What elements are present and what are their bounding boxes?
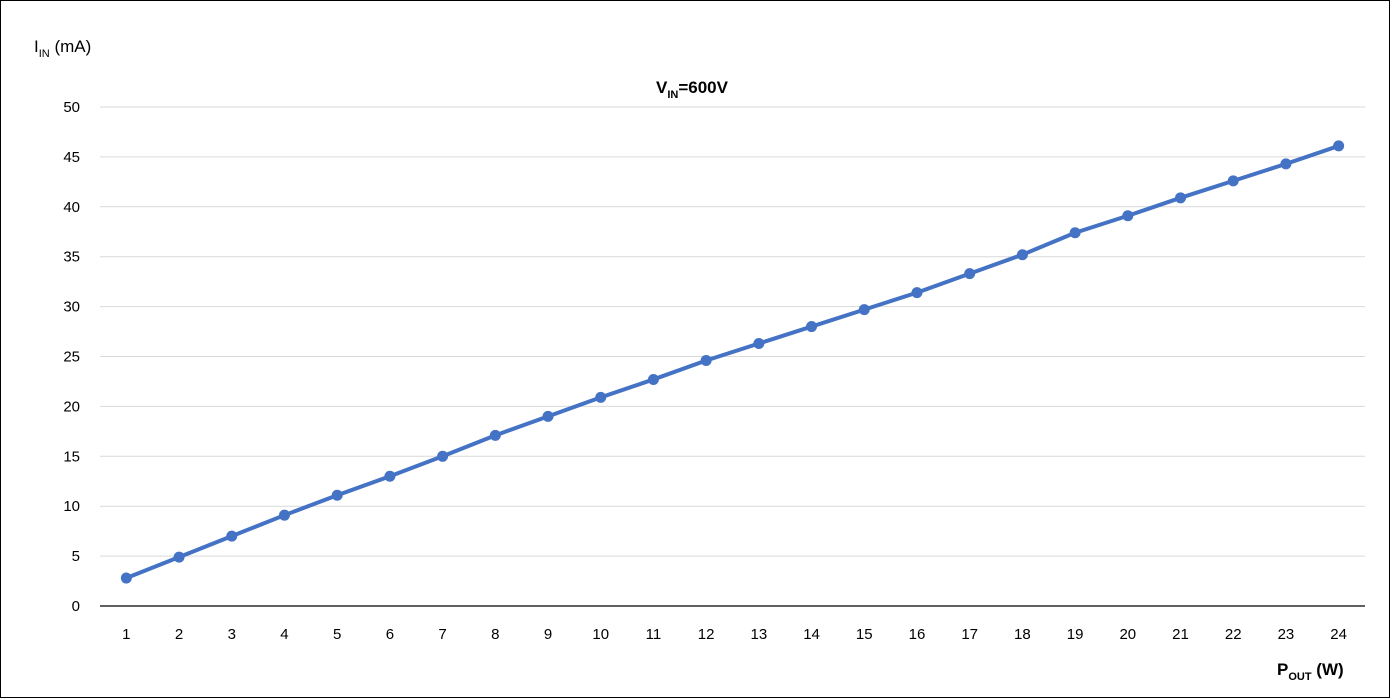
y-tick-label: 20 <box>63 398 80 415</box>
data-point <box>647 373 659 385</box>
data-point <box>384 470 396 482</box>
data-point <box>1122 210 1134 222</box>
data-point <box>437 450 449 462</box>
y-tick-label: 25 <box>63 349 80 366</box>
x-tick-label: 9 <box>544 626 552 643</box>
x-tick-label: 2 <box>175 626 183 643</box>
y-tick-label: 40 <box>63 199 80 216</box>
gridlines <box>100 106 1365 557</box>
data-point <box>1175 192 1187 204</box>
x-tick-label: 11 <box>646 626 662 643</box>
y-tick-label: 0 <box>72 598 80 615</box>
x-tick-label: 21 <box>1172 626 1189 643</box>
x-tick-label: 20 <box>1119 626 1136 643</box>
data-point <box>1227 175 1239 187</box>
x-tick-label: 19 <box>1067 626 1084 643</box>
y-tick-labels: 0 5 10 15 20 25 30 35 40 45 50 <box>63 99 80 615</box>
data-point <box>1333 140 1345 152</box>
x-tick-label: 3 <box>228 626 236 643</box>
x-tick-label: 10 <box>592 626 609 643</box>
y-tick-label: 30 <box>63 299 80 316</box>
x-tick-label: 12 <box>698 626 715 643</box>
data-point <box>858 304 870 316</box>
data-point <box>911 287 923 299</box>
data-point <box>1016 249 1028 261</box>
data-point <box>331 489 343 501</box>
y-tick-label: 15 <box>63 448 80 465</box>
x-axis-label: POUT (W) <box>1277 660 1344 683</box>
data-point <box>173 551 185 563</box>
x-tick-label: 4 <box>280 626 288 643</box>
data-point <box>1280 158 1292 170</box>
data-point <box>806 321 818 333</box>
y-tick-label: 5 <box>72 548 80 565</box>
y-axis-label: IIN (mA) <box>34 37 91 60</box>
data-point <box>542 410 554 422</box>
x-tick-label: 23 <box>1278 626 1295 643</box>
x-tick-label: 6 <box>386 626 394 643</box>
y-tick-label: 45 <box>63 149 80 166</box>
data-point <box>1069 227 1081 239</box>
data-point <box>278 509 290 521</box>
x-tick-label: 15 <box>856 626 873 643</box>
data-point <box>226 530 238 542</box>
y-tick-label: 50 <box>63 99 80 116</box>
x-tick-labels: 1 2 3 4 5 6 7 8 9 10 11 12 13 14 15 16 17 18 19 20 21 22 23 24 <box>122 626 1347 643</box>
x-tick-label: 17 <box>961 626 978 643</box>
data-point <box>964 268 976 280</box>
x-tick-label: 24 <box>1330 626 1347 643</box>
series-line <box>125 144 1340 580</box>
series-layer <box>120 140 1345 584</box>
x-tick-label: 18 <box>1014 626 1031 643</box>
x-tick-label: 5 <box>333 626 341 643</box>
data-point <box>700 354 712 366</box>
x-tick-label: 22 <box>1225 626 1242 643</box>
x-tick-label: 13 <box>751 626 768 643</box>
data-point <box>595 391 607 403</box>
y-tick-label: 35 <box>63 249 80 266</box>
x-tick-label: 1 <box>122 626 130 643</box>
chart-title: VIN=600V <box>656 78 729 101</box>
x-tick-label: 16 <box>909 626 926 643</box>
y-tick-label: 10 <box>63 498 80 515</box>
x-tick-label: 14 <box>803 626 820 643</box>
data-point <box>120 572 132 584</box>
x-tick-label: 8 <box>491 626 499 643</box>
x-tick-label: 7 <box>438 626 446 643</box>
data-point <box>753 338 765 350</box>
data-point <box>489 429 501 441</box>
